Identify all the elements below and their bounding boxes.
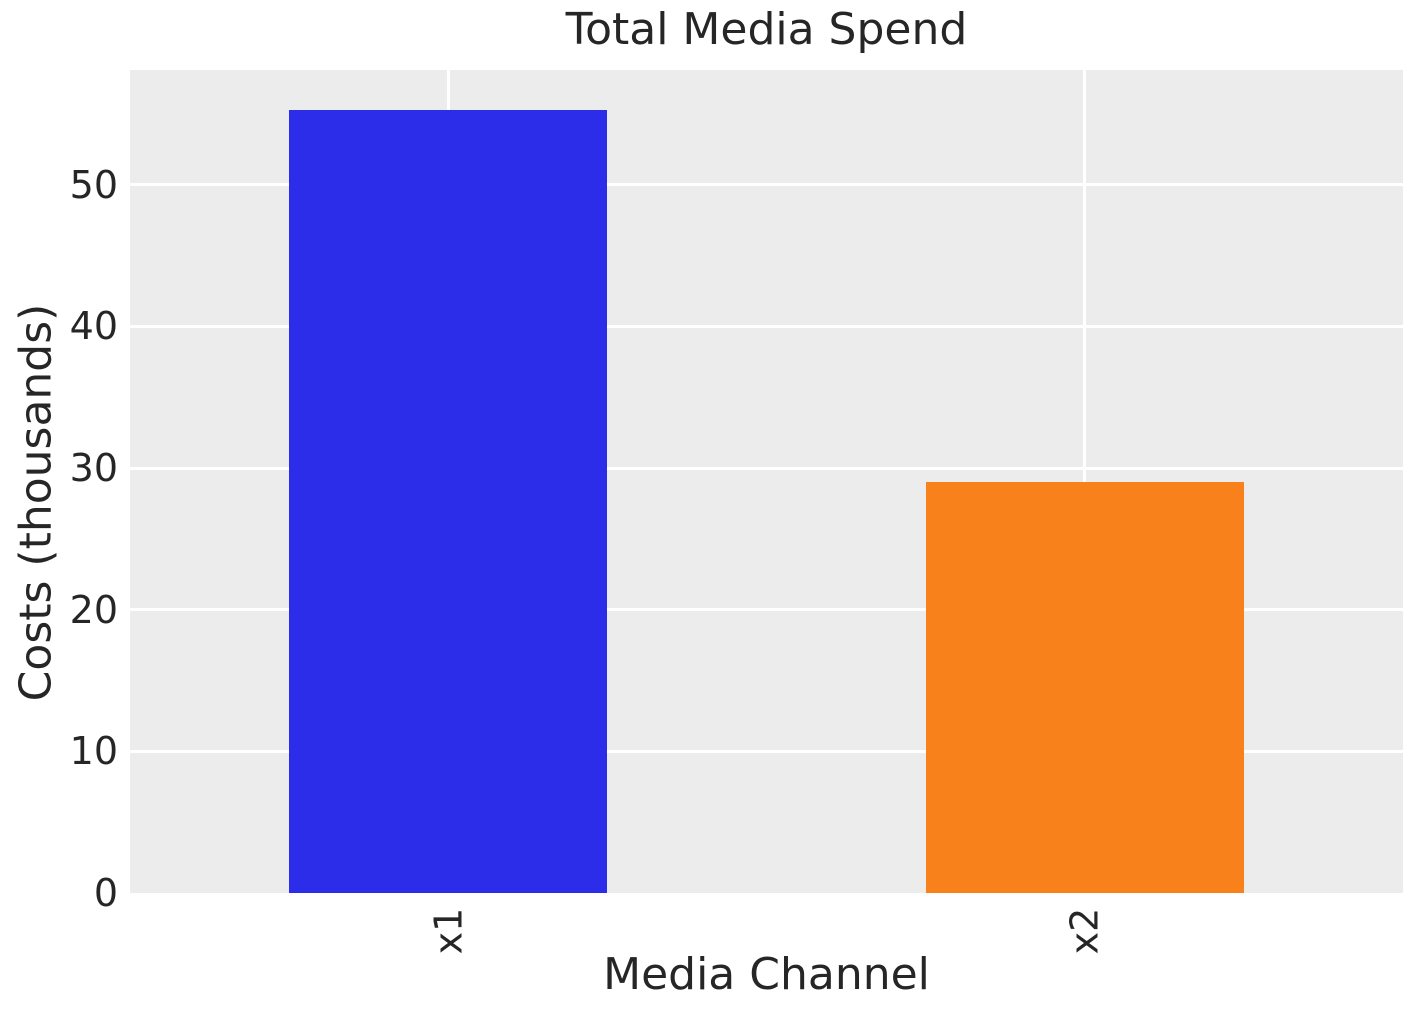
x-tick-label-text-x1: x1 [426,907,471,955]
y-tick-label-30: 30 [69,446,118,491]
y-axis-label-text: Costs (thousands) [10,303,62,701]
gridline-y-10 [130,749,1403,753]
gridline-x-x2 [1083,70,1087,893]
x-tick-label-x2: x2 [1063,905,1107,957]
x-axis-label: Media Channel [603,949,930,1000]
bar-x1 [289,109,608,893]
gridline-y-20 [130,608,1403,612]
y-tick-label-50: 50 [69,162,118,207]
y-tick-label-20: 20 [69,587,118,632]
gridline-y-30 [130,466,1403,470]
bar-x2 [925,482,1244,893]
gridline-y-40 [130,324,1403,328]
y-tick-label-10: 10 [69,729,118,774]
y-tick-label-40: 40 [69,304,118,349]
x-tick-label-x1: x1 [426,905,470,957]
x-tick-label-text-x2: x2 [1062,907,1107,955]
y-tick-label-0: 0 [93,871,118,915]
plot-area [130,70,1403,893]
gridline-y-50 [130,183,1403,187]
chart-title: Total Media Spend [565,4,968,55]
